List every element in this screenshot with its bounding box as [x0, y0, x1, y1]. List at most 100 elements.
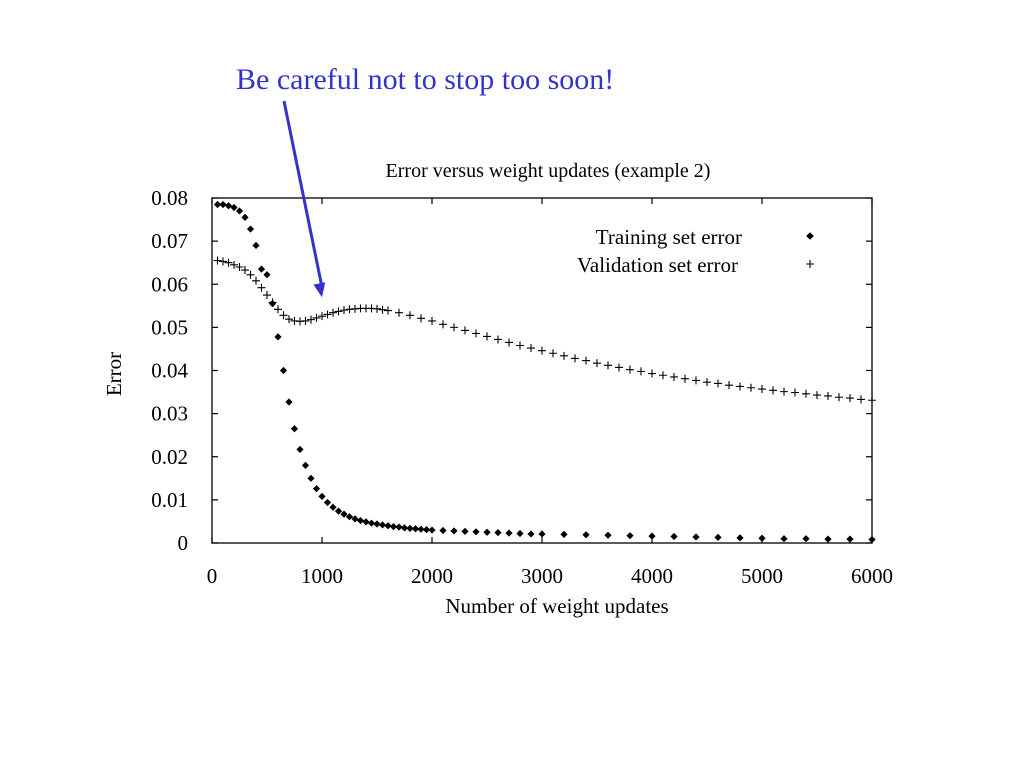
validation-point	[736, 382, 744, 391]
training-point	[780, 535, 788, 543]
validation-point	[323, 310, 332, 319]
validation-point	[516, 341, 524, 350]
training-point	[868, 535, 876, 544]
validation-point	[571, 354, 579, 363]
training-point	[345, 513, 354, 521]
validation-point	[224, 258, 233, 267]
training-point	[516, 529, 524, 538]
training-point	[406, 524, 414, 532]
training-point	[395, 523, 403, 531]
validation-point	[857, 395, 865, 404]
y-tick-label: 0.02	[151, 445, 188, 469]
validation-point	[824, 391, 832, 400]
training-point	[736, 534, 744, 542]
validation-point	[252, 276, 260, 285]
x-tick-label: 1000	[301, 564, 343, 588]
training-point	[235, 207, 244, 215]
training-point	[450, 527, 458, 535]
validation-point	[329, 308, 337, 317]
training-point	[318, 492, 326, 501]
training-point	[483, 528, 491, 536]
validation-point	[406, 311, 414, 320]
validation-point	[494, 335, 502, 344]
validation-point	[461, 326, 469, 335]
validation-point	[582, 356, 590, 365]
validation-point	[538, 346, 546, 355]
training-point	[560, 530, 568, 538]
training-point	[230, 203, 238, 212]
training-point	[846, 535, 854, 543]
validation-point	[334, 307, 343, 316]
validation-point	[450, 323, 458, 332]
training-point	[373, 520, 381, 528]
validation-point	[626, 365, 634, 374]
training-point	[224, 202, 233, 210]
training-point	[505, 529, 513, 537]
validation-point	[615, 363, 623, 372]
legend-marker-training	[806, 232, 814, 240]
training-point	[257, 265, 266, 273]
training-point	[626, 532, 634, 540]
training-point	[219, 200, 227, 209]
legend: Training set error Validation set error	[577, 225, 814, 277]
validation-point	[373, 304, 381, 313]
training-point	[378, 521, 387, 529]
validation-point	[725, 381, 733, 390]
validation-point	[868, 396, 876, 405]
validation-point	[472, 329, 480, 338]
validation-point	[659, 371, 667, 380]
validation-point	[318, 312, 326, 321]
annotation-arrow-head	[313, 282, 326, 298]
x-tick-label: 2000	[411, 564, 453, 588]
training-point	[824, 535, 832, 543]
validation-point	[340, 306, 348, 315]
training-point	[279, 366, 288, 375]
training-point	[263, 271, 271, 279]
axis-ticks: 0 1000 2000 3000 4000 5000 6000 0 0.01 0.02 0.03 0.…	[151, 186, 893, 588]
validation-point	[714, 379, 722, 388]
validation-point	[219, 257, 227, 266]
annotation-layer	[282, 100, 326, 298]
callout-text: Be careful not to stop too soon!	[236, 63, 615, 96]
y-tick-label: 0	[178, 531, 189, 555]
training-point	[213, 200, 222, 209]
validation-point	[769, 386, 777, 395]
validation-point	[637, 367, 645, 376]
validation-point	[235, 263, 244, 271]
training-point	[274, 333, 282, 341]
y-tick-label: 0.06	[151, 272, 188, 296]
x-tick-label: 4000	[631, 564, 673, 588]
y-tick-label: 0.03	[151, 402, 188, 426]
series-validation	[213, 256, 876, 405]
validation-point	[846, 394, 854, 403]
training-point	[246, 225, 255, 233]
validation-point	[301, 316, 310, 325]
training-point	[329, 503, 337, 511]
training-point	[494, 529, 502, 537]
validation-point	[813, 391, 821, 400]
validation-point	[802, 389, 810, 398]
validation-point	[378, 305, 387, 314]
validation-point	[692, 376, 700, 385]
training-point	[334, 507, 343, 515]
validation-point	[483, 332, 491, 341]
legend-marker-validation	[806, 260, 814, 268]
training-point	[400, 524, 409, 532]
training-point	[389, 523, 398, 531]
series-training	[213, 200, 876, 544]
chart-title: Error versus weight updates (example 2)	[386, 160, 711, 182]
validation-point	[307, 315, 315, 324]
validation-point	[747, 383, 755, 392]
validation-point	[648, 369, 656, 378]
training-point	[411, 525, 420, 533]
validation-point	[213, 256, 222, 265]
validation-point	[263, 291, 271, 300]
validation-point	[505, 338, 513, 347]
training-point	[648, 532, 656, 540]
validation-point	[439, 320, 447, 329]
x-tick-label: 6000	[851, 564, 893, 588]
validation-point	[230, 260, 238, 269]
training-point	[527, 530, 535, 538]
validation-point	[527, 344, 535, 353]
